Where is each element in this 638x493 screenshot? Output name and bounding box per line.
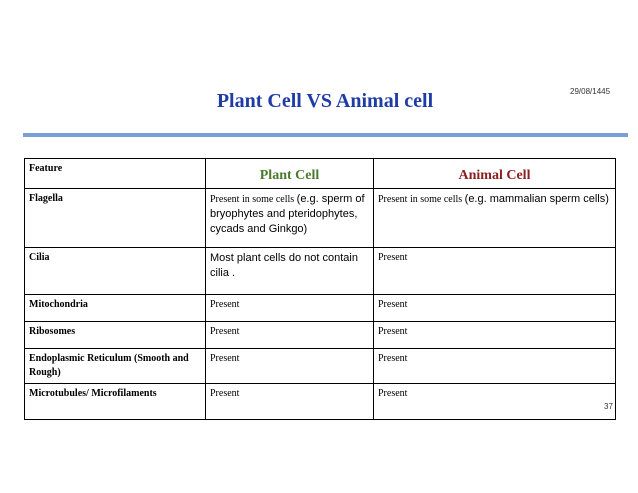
- slide-date: 29/08/1445: [570, 87, 611, 96]
- feature-cell: Cilia: [24, 247, 206, 295]
- table-row: Cilia Most plant cells do not contain ci…: [24, 247, 616, 295]
- comparison-table: Feature Plant Cell Animal Cell Flagella …: [24, 158, 616, 420]
- animal-cell-value: Present: [373, 321, 616, 349]
- header-animal-cell: Animal Cell: [373, 158, 616, 189]
- animal-value-example: (e.g. mammalian sperm cells): [464, 193, 609, 205]
- feature-cell: Microtubules/ Microfilaments: [24, 383, 206, 420]
- animal-cell-value: Present: [373, 247, 616, 295]
- plant-cell-value: Present: [205, 348, 374, 384]
- animal-cell-value: Present: [373, 294, 616, 322]
- table-header-row: Feature Plant Cell Animal Cell: [24, 158, 616, 189]
- plant-cell-value: Present in some cells (e.g. sperm of bry…: [205, 188, 374, 248]
- plant-cell-value: Most plant cells do not contain cilia .: [205, 247, 374, 295]
- plant-value-example: (e.g. sperm of bryophytes and pteridophy…: [210, 193, 365, 235]
- table-row: Microtubules/ Microfilaments Present Pre…: [24, 383, 616, 420]
- slide-title: Plant Cell VS Animal cell: [216, 90, 434, 112]
- header-plant-cell: Plant Cell: [205, 158, 374, 189]
- title-divider: [23, 133, 628, 137]
- table-row: Mitochondria Present Present: [24, 294, 616, 322]
- table-row: Flagella Present in some cells (e.g. spe…: [24, 188, 616, 248]
- feature-cell: Flagella: [24, 188, 206, 248]
- feature-cell: Ribosomes: [24, 321, 206, 349]
- animal-cell-value: Present: [373, 348, 616, 384]
- feature-cell: Mitochondria: [24, 294, 206, 322]
- plant-cell-value: Present: [205, 383, 374, 420]
- plant-cell-value: Present: [205, 294, 374, 322]
- table-row: Endoplasmic Reticulum (Smooth and Rough)…: [24, 348, 616, 384]
- page-number: 37: [604, 402, 613, 411]
- table-row: Ribosomes Present Present: [24, 321, 616, 349]
- animal-cell-value: Present: [373, 383, 616, 420]
- animal-value-part: Present in some cells: [378, 194, 465, 205]
- animal-cell-value: Present in some cells (e.g. mammalian sp…: [373, 188, 616, 248]
- header-feature: Feature: [24, 158, 206, 189]
- plant-value-part: Present in some cells: [210, 194, 297, 205]
- feature-cell: Endoplasmic Reticulum (Smooth and Rough): [24, 348, 206, 384]
- plant-cell-value: Present: [205, 321, 374, 349]
